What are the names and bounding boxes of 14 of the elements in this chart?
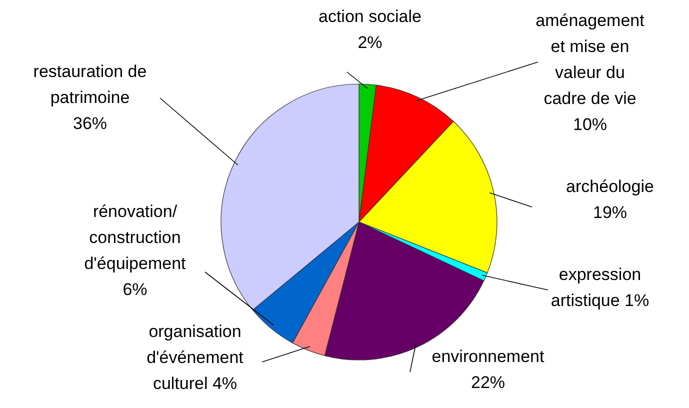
data-label: 22%	[470, 373, 506, 392]
slice-label: environnement	[432, 347, 544, 366]
slice-label: aménagement et mise en valeur du cadre de vie	[536, 11, 645, 108]
data-label: 36%	[72, 114, 108, 133]
data-label: 19%	[592, 203, 628, 222]
slice-label: organisation d'événement culturel 4%	[146, 322, 244, 393]
data-label: 2%	[358, 33, 382, 52]
data-label: 6%	[122, 280, 148, 299]
slice-label: rénovation/ construction d'équipement	[84, 202, 186, 273]
slice-label: expression artistique 1%	[550, 265, 650, 310]
slice-label: restauration de patrimoine	[33, 62, 147, 107]
slice-label: action sociale	[318, 7, 422, 26]
data-label: 10%	[572, 115, 608, 134]
slice-label: archéologie	[566, 177, 654, 196]
